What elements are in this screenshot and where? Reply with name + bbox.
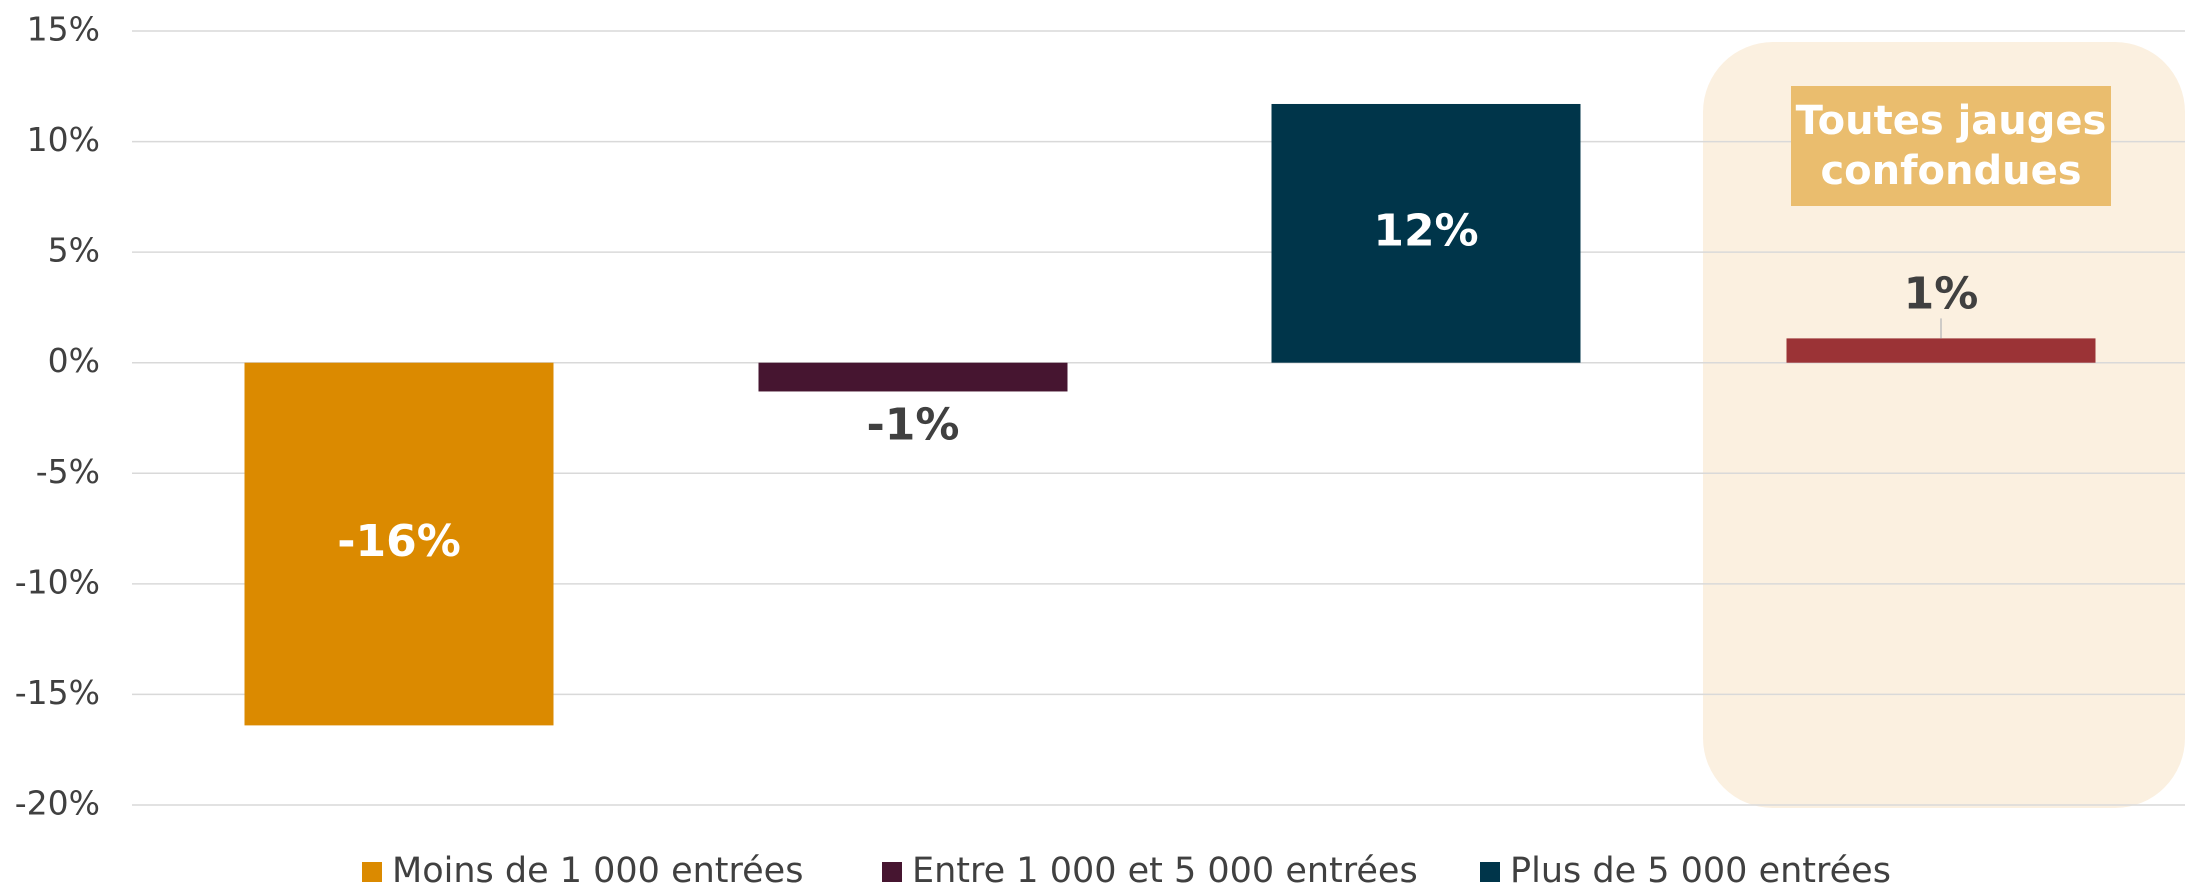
y-tick-label: 5% — [48, 231, 100, 270]
legend-label: Plus de 5 000 entrées — [1510, 851, 1891, 889]
value-label: -1% — [867, 399, 960, 450]
legend-swatch — [882, 862, 902, 882]
y-tick-label: 0% — [48, 341, 100, 380]
bar — [244, 362, 554, 726]
legend-swatch — [1480, 862, 1500, 882]
legend-swatch — [362, 862, 382, 882]
y-tick-label: -20% — [15, 784, 100, 823]
y-tick-label: 10% — [27, 120, 100, 159]
total-label: Toutes jauges confondues — [1791, 86, 2111, 206]
y-tick-label: -15% — [15, 673, 100, 712]
legend-label: Moins de 1 000 entrées — [392, 851, 803, 889]
value-label: -16% — [337, 516, 461, 567]
y-tick-label: -5% — [36, 452, 100, 491]
bar — [758, 362, 1068, 392]
y-tick-label: 15% — [27, 10, 100, 49]
bar — [1271, 103, 1581, 363]
value-label: 1% — [1904, 268, 1979, 319]
legend-label: Entre 1 000 et 5 000 entrées — [912, 851, 1418, 889]
value-label: 12% — [1373, 205, 1478, 256]
highlight-panel — [1703, 42, 2185, 808]
y-tick-label: -10% — [15, 562, 100, 601]
bar — [1786, 338, 2096, 363]
